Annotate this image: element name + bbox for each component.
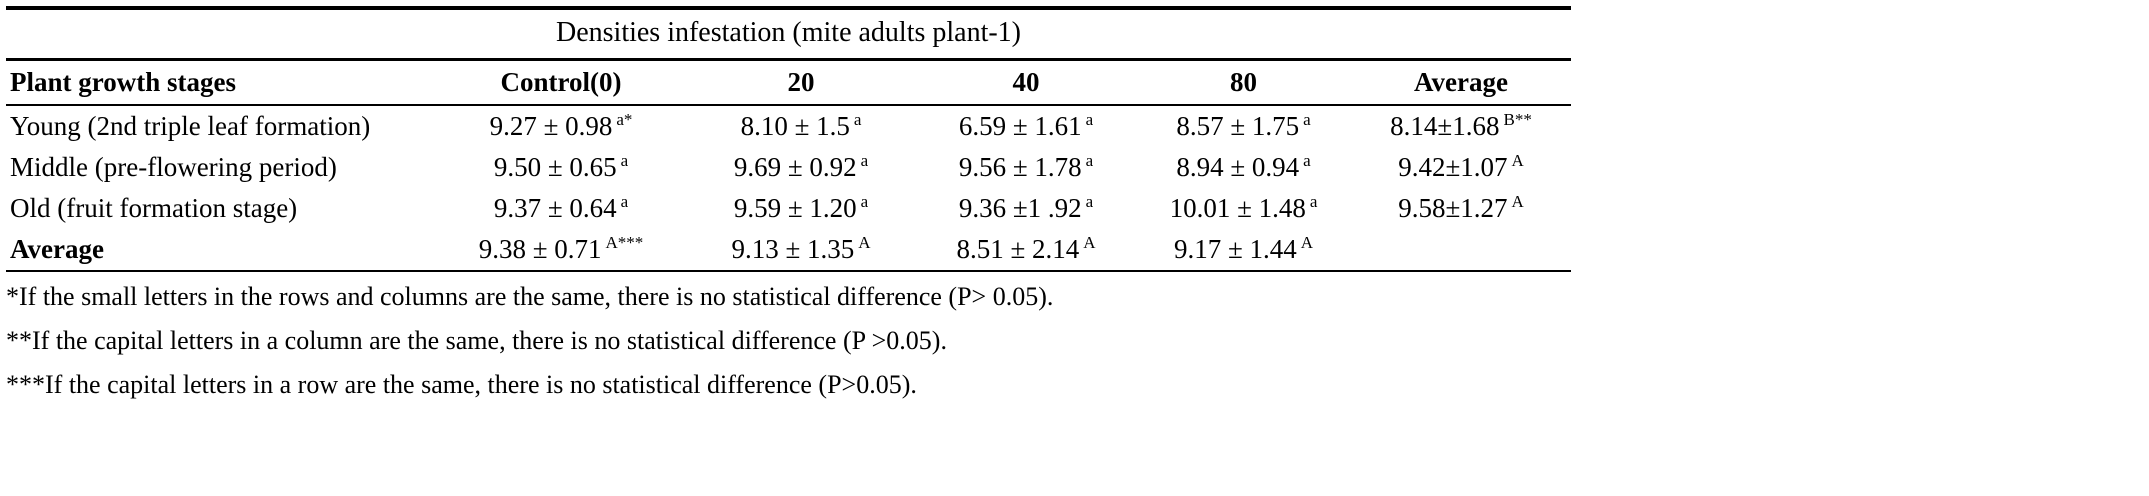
cell-value: 9.36 ±1 .92 [958, 193, 1082, 223]
column-header-row: Plant growth stages Control(0) 20 40 80 … [6, 59, 1572, 106]
footnote-capital-row: ***If the capital letters in a row are t… [6, 370, 917, 399]
row-label-average: Average [6, 229, 436, 272]
cell-value: 8.57 ± 1.75 [1176, 111, 1300, 141]
spanning-header-row: Densities infestation (mite adults plant… [6, 6, 1572, 61]
cell-superscript: a [853, 110, 862, 129]
cell-superscript: a [1085, 110, 1094, 129]
cell-value: 9.37 ± 0.64 [493, 193, 617, 223]
table-row-middle: Middle (pre-flowering period) 9.50 ± 0.6… [6, 147, 1571, 188]
cell-old-40: 9.36 ±1 .92 a [916, 188, 1136, 229]
cell-superscript: a [1303, 110, 1311, 129]
cell-superscript: a [1085, 192, 1094, 211]
cell-average-80: 9.17 ± 1.44 A [1136, 229, 1351, 272]
cell-value: 9.42±1.07 [1398, 152, 1508, 182]
row-label-middle: Middle (pre-flowering period) [10, 152, 337, 182]
cell-superscript: B** [1503, 110, 1532, 129]
cell-value: 8.10 ± 1.5 [740, 111, 850, 141]
cell-value: 9.69 ± 0.92 [733, 152, 857, 182]
densities-infestation-table: Densities infestation (mite adults plant… [6, 6, 1572, 272]
column-header-control: Control(0) [436, 59, 686, 106]
footnote-small-letters: *If the small letters in the rows and co… [6, 282, 1054, 311]
cell-value: 9.50 ± 0.65 [493, 152, 617, 182]
column-header-40: 40 [916, 59, 1136, 106]
column-header-80: 80 [1136, 59, 1351, 106]
cell-superscript: a* [616, 110, 633, 129]
table-row-average: Average 9.38 ± 0.71 A*** 9.13 ± 1.35 A 8.5… [6, 229, 1572, 272]
cell-value: 9.58±1.27 [1398, 193, 1508, 223]
cell-young-average: 8.14±1.68 B** [1351, 105, 1571, 147]
cell-middle-80: 8.94 ± 0.94 a [1136, 147, 1351, 188]
table-row-young: Young (2nd triple leaf formation) 9.27 ±… [6, 105, 1571, 147]
cell-superscript: A*** [605, 233, 644, 252]
cell-middle-40: 9.56 ± 1.78 a [916, 147, 1136, 188]
cell-value: 9.17 ± 1.44 [1173, 234, 1297, 264]
cell-old-80: 10.01 ± 1.48 a [1136, 188, 1351, 229]
cell-value: 8.14±1.68 [1390, 111, 1500, 141]
cell-young-20: 8.10 ± 1.5 a [686, 105, 916, 147]
cell-superscript: a [1303, 151, 1311, 170]
cell-value: 6.59 ± 1.61 [958, 111, 1082, 141]
cell-superscript: A [1511, 192, 1524, 211]
table-row-old: Old (fruit formation stage) 9.37 ± 0.64 a… [6, 188, 1571, 229]
column-header-average: Average [1351, 59, 1572, 106]
cell-average-control: 9.38 ± 0.71 A*** [436, 229, 686, 272]
cell-value: 8.94 ± 0.94 [1176, 152, 1300, 182]
cell-old-20: 9.59 ± 1.20 a [686, 188, 916, 229]
cell-young-control: 9.27 ± 0.98 a* [436, 105, 686, 147]
cell-value: 8.51 ± 2.14 [956, 234, 1080, 264]
cell-old-control: 9.37 ± 0.64 a [436, 188, 686, 229]
cell-superscript: a [860, 151, 869, 170]
cell-value: 9.13 ± 1.35 [731, 234, 855, 264]
cell-average-40: 8.51 ± 2.14 A [916, 229, 1136, 272]
table-spanning-header: Densities infestation (mite adults plant… [6, 6, 1572, 61]
cell-young-80: 8.57 ± 1.75 a [1136, 105, 1351, 147]
cell-middle-control: 9.50 ± 0.65 a [436, 147, 686, 188]
cell-superscript: a [1309, 192, 1318, 211]
footnote-capital-column: **If the capital letters in a column are… [6, 326, 947, 355]
cell-value: 9.59 ± 1.20 [733, 193, 857, 223]
cell-superscript: a [620, 151, 629, 170]
cell-young-40: 6.59 ± 1.61 a [916, 105, 1136, 147]
cell-superscript: a [1085, 151, 1094, 170]
cell-superscript: a [620, 192, 629, 211]
table-footnotes: *If the small letters in the rows and co… [6, 282, 1571, 400]
cell-superscript: A [1083, 233, 1096, 252]
cell-value: 9.27 ± 0.98 [489, 111, 613, 141]
cell-average-empty [1351, 229, 1572, 272]
cell-average-20: 9.13 ± 1.35 A [686, 229, 916, 272]
column-header-20: 20 [686, 59, 916, 106]
cell-superscript: A [1300, 233, 1314, 252]
column-header-plant-growth-stages: Plant growth stages [6, 59, 436, 106]
cell-value: 10.01 ± 1.48 [1169, 193, 1306, 223]
cell-middle-20: 9.69 ± 0.92 a [686, 147, 916, 188]
cell-superscript: A [858, 233, 871, 252]
row-label-old: Old (fruit formation stage) [10, 193, 298, 223]
cell-middle-average: 9.42±1.07 A [1351, 147, 1571, 188]
cell-value: 9.56 ± 1.78 [958, 152, 1082, 182]
cell-old-average: 9.58±1.27 A [1351, 188, 1571, 229]
row-label-young: Young (2nd triple leaf formation) [10, 111, 371, 141]
cell-superscript: A [1511, 151, 1524, 170]
cell-superscript: a [860, 192, 869, 211]
cell-value: 9.38 ± 0.71 [478, 234, 602, 264]
